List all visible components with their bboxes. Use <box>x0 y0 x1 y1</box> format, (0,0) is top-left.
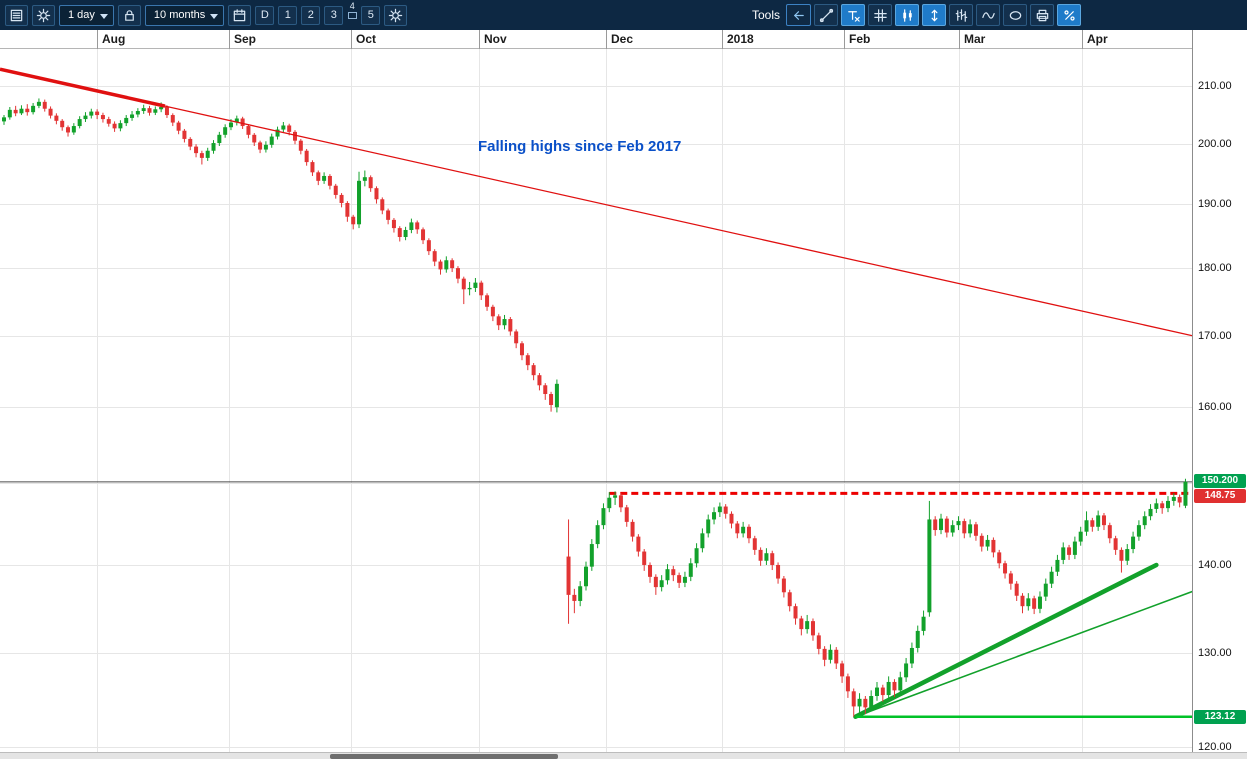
month-label: 2018 <box>727 32 754 46</box>
grid-tool[interactable] <box>868 4 893 26</box>
range-dropdown[interactable]: 10 months <box>144 4 225 26</box>
calendar-icon[interactable] <box>228 4 252 26</box>
gear-icon[interactable] <box>32 4 55 26</box>
chart-slot-5[interactable]: 5 <box>361 5 381 25</box>
tools-label: Tools <box>752 8 781 22</box>
month-label: Apr <box>1087 32 1108 46</box>
horizontal-scrollbar[interactable] <box>0 752 1247 759</box>
interval-value: 1 day <box>68 9 95 21</box>
month-label: Dec <box>611 32 634 46</box>
candlestick-chart-tool[interactable] <box>895 4 920 26</box>
price-label: 130.00 <box>1198 646 1232 659</box>
month-label: Mar <box>964 32 986 46</box>
vertical-cursor-tool[interactable] <box>922 4 947 26</box>
month-tick <box>606 30 607 49</box>
chart-settings-gear-icon[interactable] <box>384 4 408 26</box>
lock-icon[interactable] <box>117 4 141 26</box>
month-label: Feb <box>849 32 871 46</box>
range-value: 10 months <box>153 9 206 21</box>
price-label: 210.00 <box>1198 80 1232 92</box>
chart-slot-3[interactable]: 3 <box>324 5 344 25</box>
chart-list-icon[interactable] <box>5 4 28 26</box>
month-label: Nov <box>484 32 507 46</box>
price-label: 170.00 <box>1198 329 1232 342</box>
candlestick-chart[interactable] <box>0 49 1193 752</box>
candlestick-series <box>2 98 1188 717</box>
month-tick <box>97 30 98 49</box>
price-axis[interactable]: 210.00 200.00 190.00 180.00 170.00 160.00 140.… <box>1192 30 1247 754</box>
price-label: 120.00 <box>1198 741 1232 754</box>
gridlines <box>0 49 1192 752</box>
month-tick <box>351 30 352 49</box>
chevron-down-icon <box>210 13 219 19</box>
price-badge: 150.200 <box>1194 473 1246 488</box>
indicators-tool[interactable] <box>976 4 1001 26</box>
price-label: 140.00 <box>1198 558 1232 571</box>
time-axis[interactable]: Aug Sep Oct Nov Dec 2018 Feb Mar Apr <box>0 30 1192 49</box>
rising-trendline-thin[interactable] <box>855 590 1193 718</box>
period-d-button[interactable]: D <box>255 5 275 25</box>
chart-area[interactable] <box>0 49 1193 752</box>
month-label: Sep <box>234 32 257 46</box>
price-badge: 123.12 <box>1194 709 1246 724</box>
text-tool[interactable] <box>841 4 866 26</box>
scrollbar-thumb[interactable] <box>330 754 558 759</box>
month-tick <box>1082 30 1083 49</box>
ohlc-bars-tool[interactable] <box>949 4 974 26</box>
month-tick <box>959 30 960 49</box>
price-label: 190.00 <box>1198 198 1232 211</box>
price-label: 160.00 <box>1198 401 1232 414</box>
print-tool[interactable] <box>1030 4 1055 26</box>
chart-slot-2[interactable]: 2 <box>301 5 321 25</box>
rising-trendline-thick[interactable] <box>853 562 1159 719</box>
highlighter-tool[interactable] <box>1057 4 1082 26</box>
interval-dropdown[interactable]: 1 day <box>59 4 114 26</box>
falling-trendline-thick-segment[interactable] <box>0 67 166 108</box>
price-label: 180.00 <box>1198 262 1232 275</box>
month-label: Aug <box>102 32 126 46</box>
chart-annotation[interactable]: Falling highs since Feb 2017 <box>478 138 682 155</box>
chevron-down-icon <box>99 13 108 19</box>
trendline-tool[interactable] <box>814 4 839 26</box>
month-tick <box>229 30 230 49</box>
price-label: 200.00 <box>1198 137 1232 150</box>
month-label: Oct <box>356 32 377 46</box>
tools-buttons <box>814 4 1082 26</box>
price-badge: 148.75 <box>1194 489 1246 504</box>
shapes-tool[interactable] <box>1003 4 1028 26</box>
toolbar-tools-group: Tools <box>752 0 1082 30</box>
month-tick <box>479 30 480 49</box>
falling-trendline[interactable] <box>0 68 1193 337</box>
month-tick <box>722 30 723 49</box>
collapse-tools-button[interactable] <box>786 4 812 26</box>
month-tick <box>844 30 845 49</box>
chart-slot-1[interactable]: 1 <box>278 5 298 25</box>
chart-slot-4[interactable]: 4 <box>347 1 357 20</box>
